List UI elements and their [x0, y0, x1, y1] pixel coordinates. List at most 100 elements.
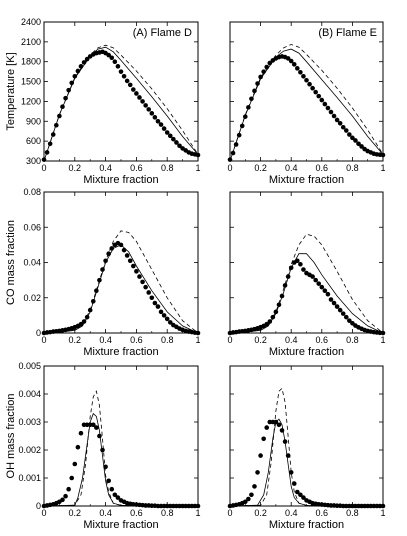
x-tick-label: 0.6 [316, 508, 329, 518]
x-tick-label: 0.8 [346, 163, 359, 173]
data-point [325, 105, 331, 111]
data-point [295, 489, 300, 495]
x-tick-label: 0.6 [130, 163, 143, 173]
data-point [146, 290, 152, 295]
y-tick-label: 600 [26, 136, 41, 146]
x-tick-label: 0.6 [130, 335, 143, 345]
x-tick-label: 0.6 [130, 508, 143, 518]
data-point [127, 82, 133, 88]
x-axis-label: Mixture fraction [269, 519, 344, 531]
data-point [143, 284, 148, 290]
data-point [106, 52, 111, 58]
y-tick-label: 1800 [21, 57, 41, 67]
y-tick-label: 0.001 [18, 473, 41, 483]
data-point [127, 258, 133, 264]
series-solid-line [229, 418, 384, 507]
data-point [63, 493, 68, 499]
data-point [41, 157, 47, 162]
data-point [316, 281, 322, 286]
x-tick-label: 1 [195, 508, 200, 518]
series-dashed-line [229, 387, 384, 507]
data-point [331, 300, 337, 306]
data-point [161, 126, 167, 131]
data-point [155, 118, 161, 124]
data-point [319, 97, 325, 103]
data-point [322, 288, 328, 294]
data-point [140, 279, 145, 285]
x-tick-label: 0.8 [346, 508, 359, 518]
data-point [337, 120, 343, 126]
x-tick-label: 1 [195, 335, 200, 345]
plot-frame [43, 191, 199, 334]
chart-panel-1: 0 0.2 0.4 0.6 0.8 1 300 600 900 1200 1500 1800 2100 2… [5, 17, 201, 186]
data-point [106, 478, 111, 484]
x-tick-label: 0.2 [69, 335, 82, 345]
data-point [288, 470, 294, 475]
series-dashed-line [229, 233, 384, 334]
data-point [328, 109, 334, 115]
data-point [149, 295, 155, 301]
data-point [152, 300, 158, 306]
data-point [258, 453, 263, 458]
data-point [298, 70, 303, 75]
data-point [356, 141, 361, 147]
data-point [319, 284, 325, 290]
x-tick-label: 0.2 [69, 508, 82, 518]
y-tick-label: 2100 [21, 37, 41, 47]
data-point [112, 492, 118, 498]
series-solid-line [43, 46, 199, 162]
data-point [301, 495, 306, 500]
data-point [158, 122, 164, 127]
x-tick-label: 0 [41, 508, 46, 518]
data-point [291, 62, 297, 67]
y-tick-label: 0.08 [23, 187, 41, 197]
data-point [100, 447, 105, 453]
data-point [307, 81, 312, 87]
x-tick-label: 0 [227, 335, 232, 345]
data-point [316, 93, 322, 99]
series-dashed-line [43, 230, 199, 334]
data-point [340, 124, 346, 130]
data-point [90, 422, 96, 428]
data-point [137, 95, 142, 100]
data-point [261, 436, 266, 442]
data-point [174, 140, 179, 145]
data-point [72, 461, 78, 467]
series-dashed-line [43, 44, 199, 162]
data-point [118, 69, 124, 74]
data-point [380, 152, 386, 158]
data-point [343, 314, 349, 320]
data-point [164, 130, 170, 135]
series-solid-line [229, 253, 384, 334]
series-solid-line [43, 244, 199, 334]
data-point [60, 497, 65, 503]
data-point [328, 297, 334, 302]
data-point [155, 304, 161, 309]
data-point [347, 132, 352, 137]
y-axis-label: Temperature [K] [5, 52, 17, 130]
data-point [310, 85, 315, 91]
y-tick-label: 0 [36, 501, 41, 511]
x-tick-label: 0.6 [316, 163, 329, 173]
data-point [140, 99, 145, 104]
data-point [295, 258, 300, 264]
data-point [353, 138, 358, 143]
data-point [78, 430, 84, 436]
data-point [255, 81, 260, 86]
data-point [109, 55, 115, 61]
x-tick-label: 0.8 [161, 508, 174, 518]
y-tick-label: 0.04 [23, 258, 41, 268]
y-tick-label: 0 [36, 328, 41, 338]
data-point [161, 313, 167, 318]
data-point [177, 143, 182, 149]
y-tick-label: 1200 [21, 96, 41, 106]
data-point [72, 73, 78, 79]
data-point [78, 321, 84, 327]
x-tick-label: 0.2 [254, 335, 267, 345]
data-point [252, 88, 257, 94]
data-point [97, 433, 102, 439]
y-tick-label: 300 [26, 156, 41, 166]
series-solid-line [229, 48, 384, 162]
y-tick-label: 0.06 [23, 222, 41, 232]
